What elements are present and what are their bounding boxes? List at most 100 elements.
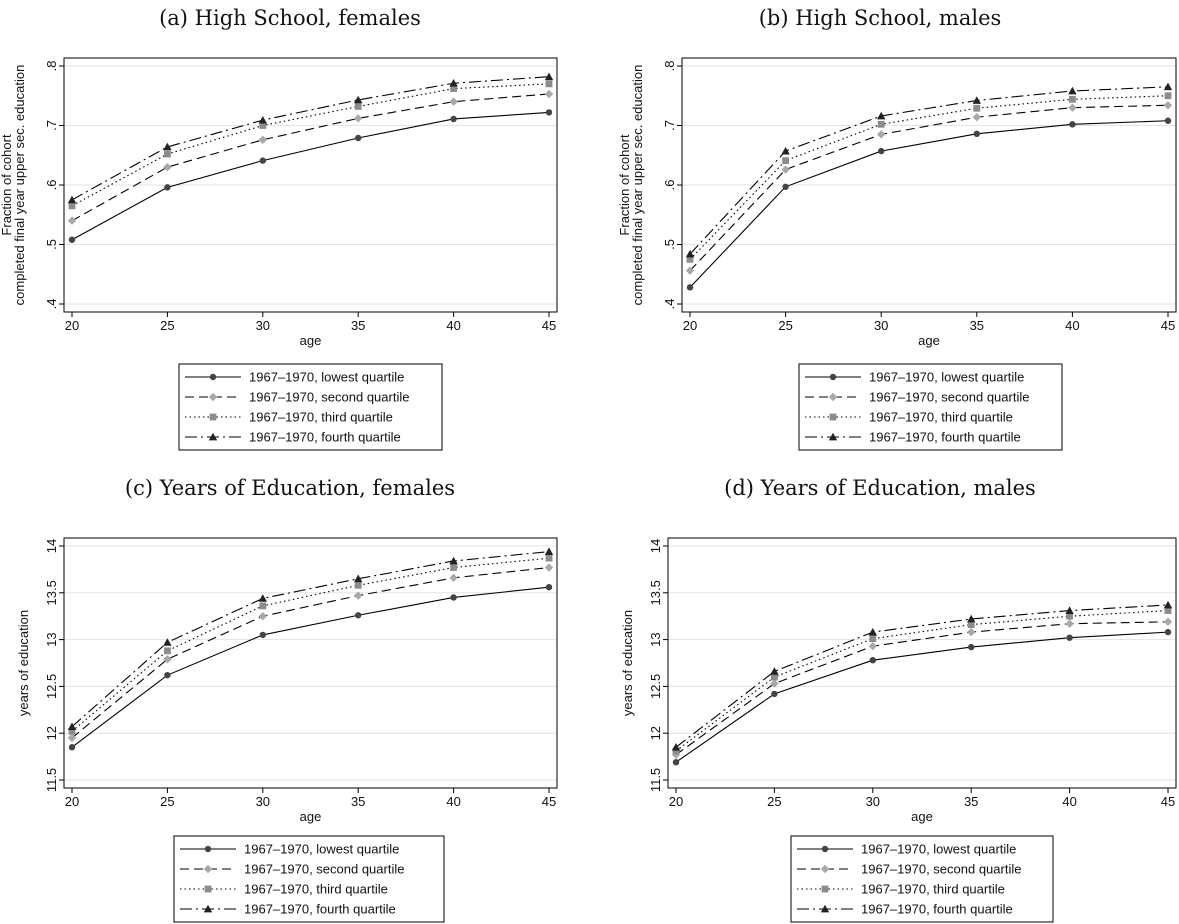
- legend-box: [178, 363, 443, 451]
- data-point: [67, 216, 77, 225]
- series-line: [71, 83, 550, 207]
- series-line: [689, 104, 1169, 272]
- legend-marker: [820, 864, 830, 874]
- data-point: [967, 614, 976, 623]
- data-point: [258, 135, 267, 144]
- data-point: [355, 134, 362, 142]
- series-line: [71, 557, 550, 732]
- legend: 1967–1970, lowest quartile 1967–1970, sec…: [178, 363, 443, 451]
- y-tick-label: 13: [648, 632, 663, 646]
- data-point: [1069, 95, 1076, 103]
- series-line: [689, 95, 1169, 260]
- x-tick-label: 30: [874, 318, 888, 333]
- y-tick-label: 14: [648, 539, 663, 553]
- data-point: [770, 667, 779, 675]
- legend-box: [798, 363, 1063, 451]
- data-point: [1164, 607, 1172, 614]
- legend-label: 1967–1970, third quartile: [249, 410, 393, 425]
- x-tick-label: 25: [778, 318, 792, 333]
- legend-label: 1967–1970, lowest quartile: [244, 842, 399, 857]
- data-point: [164, 150, 171, 158]
- data-point: [67, 195, 77, 204]
- data-point: [672, 747, 680, 755]
- data-point: [1065, 606, 1074, 614]
- legend-label: 1967–1970, third quartile: [861, 882, 1005, 897]
- data-point: [68, 744, 76, 751]
- legend-marker: [203, 904, 213, 913]
- data-point: [672, 759, 680, 766]
- x-tick-label: 20: [65, 794, 79, 809]
- data-point: [545, 583, 553, 591]
- y-tick-label: 12: [648, 726, 663, 740]
- chart-c: 11.5 12 12.5 13 13.5 14 20 25 30 35 40 45 age years o…: [16, 537, 558, 923]
- legend-marker: [203, 864, 213, 874]
- data-point: [877, 111, 886, 120]
- y-tick-label: .6: [662, 180, 677, 191]
- series-line: [71, 586, 550, 748]
- data-point: [782, 157, 789, 165]
- x-tick-label: 25: [767, 794, 781, 809]
- data-point: [68, 202, 76, 210]
- data-point: [545, 80, 553, 88]
- data-point: [450, 85, 457, 93]
- data-point: [671, 743, 681, 751]
- data-point: [1066, 612, 1073, 620]
- data-point: [164, 647, 171, 655]
- data-point: [1163, 600, 1173, 609]
- x-tick-label: 45: [542, 318, 556, 333]
- legend-label: 1967–1970, lowest quartile: [861, 842, 1016, 857]
- legend-marker: [204, 845, 212, 853]
- data-point: [878, 147, 885, 155]
- x-axis-label: age: [911, 809, 933, 824]
- panel-c-title: (c) Years of Education, females: [124, 476, 456, 500]
- data-point: [259, 122, 267, 129]
- legend-marker: [828, 432, 838, 441]
- legend-label: 1967–1970, third quartile: [244, 882, 388, 897]
- legend-marker: [829, 413, 837, 421]
- chart-d: 11.5 12 12.5 13 13.5 14 20 25 30 35 40 45 age years o…: [620, 537, 1177, 923]
- data-point: [163, 655, 172, 664]
- x-tick-label: 40: [1062, 794, 1076, 809]
- legend-marker: [209, 413, 217, 421]
- data-point: [782, 183, 789, 190]
- data-point: [68, 236, 76, 243]
- y-tick-label: .6: [44, 180, 59, 191]
- y-tick-label: .4: [44, 299, 59, 310]
- legend-label: 1967–1970, second quartile: [249, 390, 409, 405]
- legend-label: 1967–1970, lowest quartile: [249, 370, 404, 385]
- data-point: [1163, 617, 1173, 627]
- y-tick-label: .8: [44, 61, 59, 72]
- data-point: [967, 627, 976, 637]
- x-tick-label: 45: [542, 794, 556, 809]
- data-point: [67, 722, 77, 731]
- series-line: [675, 631, 1169, 763]
- y-tick-label: 13.5: [44, 580, 59, 605]
- data-point: [1066, 634, 1073, 641]
- data-point: [354, 574, 363, 583]
- x-axis-label: age: [918, 333, 940, 348]
- data-point: [1069, 121, 1076, 128]
- legend-label: 1967–1970, fourth quartile: [861, 902, 1013, 917]
- x-tick-label: 25: [160, 318, 174, 333]
- data-point: [685, 249, 695, 258]
- data-point: [1163, 82, 1173, 91]
- series-line: [71, 76, 550, 201]
- legend-marker: [820, 904, 830, 913]
- data-point: [259, 631, 266, 639]
- x-tick-label: 20: [683, 318, 697, 333]
- legend-marker: [828, 392, 838, 402]
- legend: 1967–1970, lowest quartile 1967–1970, sec…: [798, 363, 1063, 451]
- data-point: [163, 162, 172, 172]
- y-tick-label: 11.5: [648, 768, 663, 792]
- y-tick-label: 12: [44, 726, 59, 740]
- series-line: [689, 120, 1169, 288]
- data-point: [686, 284, 694, 291]
- legend-marker: [821, 845, 829, 853]
- data-point: [164, 184, 171, 191]
- data-point: [771, 690, 778, 698]
- x-tick-label: 30: [866, 794, 880, 809]
- x-tick-label: 35: [964, 794, 978, 809]
- legend-label: 1967–1970, third quartile: [869, 410, 1013, 425]
- x-tick-label: 35: [351, 794, 365, 809]
- data-point: [259, 602, 267, 610]
